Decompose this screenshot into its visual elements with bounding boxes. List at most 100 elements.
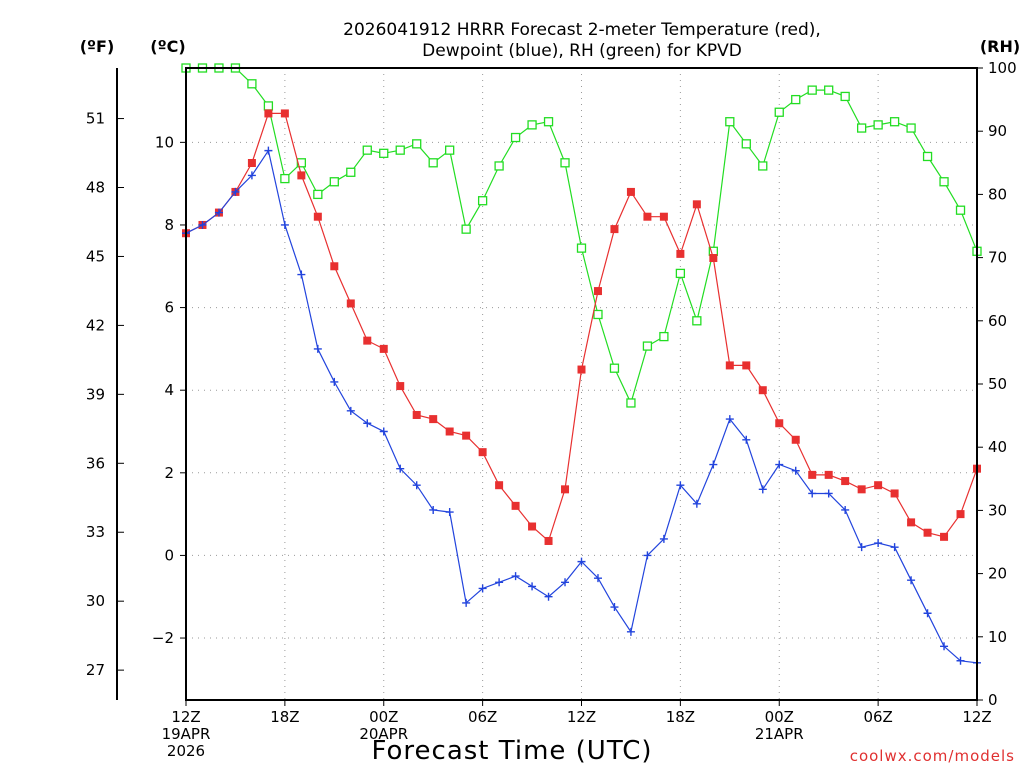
dewpoint-line [185, 149, 978, 664]
dewpoint-point [676, 481, 685, 490]
dewpoint-point [297, 270, 306, 279]
temperature-point [264, 109, 273, 118]
temperature-point [692, 200, 701, 209]
temperature-point [857, 485, 866, 494]
rh-point [510, 132, 521, 143]
temperature-point [495, 481, 504, 490]
fahrenheit-tick-label: 33 [86, 523, 105, 541]
temperature-point [577, 365, 586, 374]
dewpoint-point [247, 171, 256, 180]
x-tick-label: 12Z [962, 708, 991, 726]
rh-point [560, 158, 570, 168]
temperature-point [297, 171, 306, 180]
temperature-point [841, 477, 850, 486]
rh-point [593, 309, 603, 320]
rh-tick-label: 0 [988, 691, 998, 709]
rh-point [840, 91, 850, 102]
rh-point [527, 120, 537, 130]
temperature-point [330, 262, 339, 271]
temperature-point [363, 336, 372, 345]
dewpoint-point [280, 220, 289, 229]
dewpoint-point [330, 377, 339, 386]
rh-point [856, 123, 867, 133]
dewpoint-point [313, 344, 322, 353]
temperature-point [956, 510, 965, 519]
temperature-point [346, 299, 355, 308]
chart-subtitle: Dewpoint (blue), RH (green) for KPVD [422, 41, 742, 61]
rh-tick-label: 80 [988, 185, 1007, 203]
dewpoint-point [824, 489, 833, 498]
fahrenheit-tick-label: 30 [86, 592, 105, 610]
x-tick-label: 00Z [765, 708, 794, 726]
celsius-tick-label: 10 [155, 133, 174, 151]
rh-point [906, 123, 916, 133]
dewpoint-point [445, 508, 454, 517]
rh-point [445, 145, 455, 155]
dewpoint-point [577, 557, 586, 566]
celsius-tick-label: 8 [164, 216, 174, 234]
celsius-tick-label: 4 [164, 381, 174, 399]
dewpoint-point [544, 592, 553, 601]
rh-point [379, 148, 389, 158]
fahrenheit-tick-label: 27 [86, 661, 105, 679]
dewpoint-point [593, 574, 602, 583]
temperature-point [890, 489, 899, 498]
dewpoint-point [725, 415, 734, 424]
dewpoint-point [214, 208, 223, 217]
dewpoint-point [363, 419, 372, 428]
dewpoint-point [610, 603, 619, 612]
dewpoint-point [874, 539, 883, 548]
rh-point [642, 341, 653, 351]
rh-point [477, 196, 488, 206]
temperature-point [593, 287, 602, 296]
temperature-point [528, 522, 537, 531]
rh-point [791, 94, 801, 105]
dewpoint-point [429, 505, 438, 514]
fahrenheit-tick-label: 48 [86, 179, 105, 197]
celsius-tick-label: −2 [152, 629, 174, 647]
rh-point [428, 158, 438, 168]
dewpoint-point [346, 406, 355, 415]
dewpoint-point [231, 187, 240, 196]
temperature-point [429, 415, 438, 424]
celsius-tick-label: 2 [164, 464, 174, 482]
x-tick-label: 19APR [162, 725, 211, 743]
temperature-point [824, 470, 833, 479]
x-tick-label: 00Z [369, 708, 398, 726]
dewpoint-point [396, 464, 405, 473]
rh-unit-label: (RH) [980, 37, 1020, 56]
dewpoint-point [528, 582, 537, 591]
x-tick-label: 06Z [468, 708, 497, 726]
rh-point [576, 243, 587, 253]
temperature-point [379, 344, 388, 353]
rh-point [543, 117, 554, 127]
rh-point [873, 120, 883, 130]
x-tick-label: 06Z [863, 708, 892, 726]
dewpoint-point [841, 505, 850, 514]
rh-point [296, 158, 307, 168]
celsius-tick-label: 6 [164, 299, 174, 317]
fahrenheit-unit-label: (ºF) [80, 37, 115, 56]
temperature-point [791, 435, 800, 444]
rh-point [939, 177, 949, 187]
fahrenheit-tick-label: 39 [86, 385, 105, 403]
dewpoint-point [692, 499, 701, 508]
x-tick-label: 12Z [567, 708, 596, 726]
dewpoint-point [511, 572, 520, 581]
celsius-unit-label: (ºC) [150, 37, 185, 56]
rh-tick-label: 50 [988, 375, 1007, 393]
dewpoint-point [775, 460, 784, 469]
rh-tick-label: 20 [988, 565, 1007, 583]
chart-title: 2026041912 HRRR Forecast 2-meter Tempera… [343, 20, 821, 40]
temperature-point [247, 159, 256, 168]
x-tick-label: 2026 [167, 742, 205, 760]
dewpoint-point [626, 627, 635, 636]
rh-point [346, 167, 356, 177]
rh-point [725, 117, 735, 127]
temperature-point [412, 410, 421, 419]
rh-point [659, 331, 669, 342]
dewpoint-point [923, 609, 932, 618]
rh-point [329, 177, 339, 187]
dewpoint-point [940, 642, 949, 651]
